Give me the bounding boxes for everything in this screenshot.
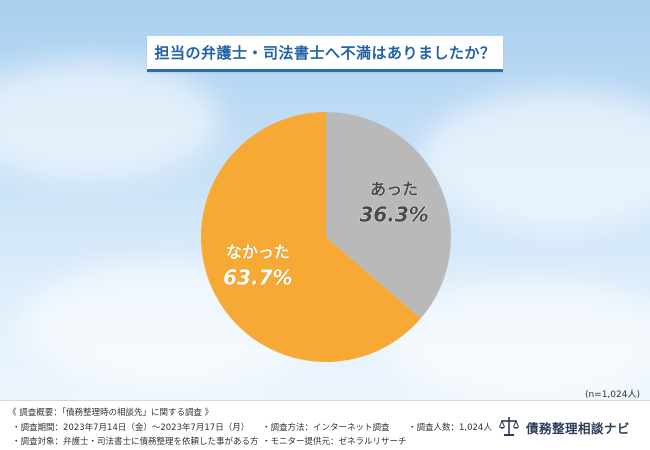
survey-overview: 《 調査概要：「債務整理時の相談先」に関する調査 》 — [8, 408, 214, 418]
brand-name: 債務整理相談ナビ — [526, 421, 631, 436]
brand-logo: 債務整理相談ナビ — [498, 415, 630, 440]
survey-target: ・調査対象：弁護士・司法書士に債務整理を依頼した事がある方 — [12, 437, 259, 447]
slice-value: 36.3% — [359, 203, 428, 227]
sample-size-label: (n=1,024人) — [584, 390, 640, 400]
survey-method: ・調査方法：インターネット調査 — [262, 423, 390, 433]
title-box: 担当の弁護士・司法書士へ不満はありましたか？ — [147, 36, 503, 72]
slice-value: 63.7% — [223, 265, 292, 289]
pie-chart: あった 36.3% なかった 63.7% — [201, 112, 452, 362]
survey-period: ・調査期間：2023年7月14日（金）～2023年7月17日（月） — [12, 423, 250, 433]
cloud-decoration — [0, 60, 220, 180]
slice-label: なかった — [226, 242, 290, 261]
chart-title: 担当の弁護士・司法書士へ不満はありましたか？ — [154, 44, 496, 62]
survey-count: ・調査人数：1,024人 — [408, 423, 492, 433]
survey-footer: 《 調査概要：「債務整理時の相談先」に関する調査 》 ・調査期間：2023年7月… — [0, 400, 650, 450]
cloud-decoration — [420, 90, 650, 230]
survey-provider: ・モニター提供元：ゼネラルリサーチ — [262, 437, 407, 447]
pie-slice-no — [201, 112, 421, 362]
pie-slice-yes — [326, 112, 452, 319]
scales-icon — [498, 415, 520, 440]
slice-label: あった — [370, 180, 418, 199]
